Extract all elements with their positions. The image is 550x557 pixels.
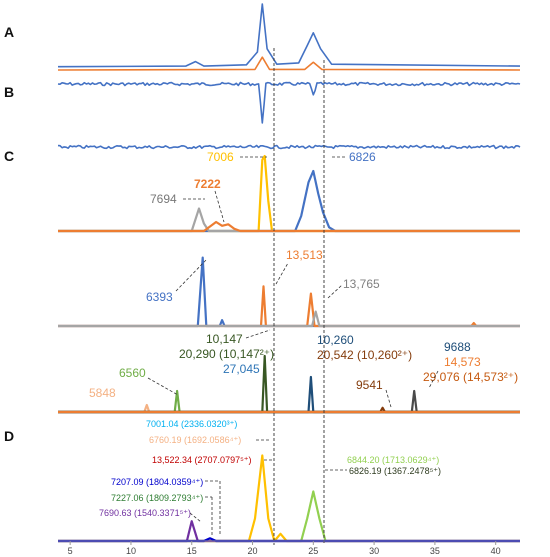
label-13522: 13,522.34 (2707.0797⁵⁺) [152, 455, 252, 465]
label-7001: 7001.04 (2336.0320³⁺) [146, 419, 237, 429]
guide-lines [273, 48, 325, 545]
series-line-b-0 [57, 81, 521, 124]
x-tick-label: 5 [68, 546, 73, 556]
series-line-c1-2 [58, 207, 520, 233]
panel-c3-labels: 10,147 20,290 (10,147²⁺) 27,045 10,260 2… [89, 329, 518, 408]
series-line-c1-1 [58, 169, 520, 233]
label-7222: 7222 [194, 177, 221, 191]
label-6844: 6844.20 (1713.0629⁴⁺) [347, 455, 439, 465]
series-line-a-0 [57, 3, 521, 68]
leader-6393 [175, 258, 208, 292]
x-tick-label: 15 [187, 546, 197, 556]
label-9541: 9541 [356, 378, 383, 392]
label-6826-d: 6826.19 (1367.2478⁵⁺) [349, 466, 441, 476]
panel-c1-labels: 7006 6826 7694 7222 [150, 150, 376, 223]
label-6826: 6826 [349, 150, 376, 164]
label-13513: 13,513 [286, 248, 323, 262]
series-line-c2-2 [58, 310, 520, 328]
label-7694: 7694 [150, 192, 177, 206]
panel-letter-b: B [4, 84, 14, 100]
series-line-c1-3 [58, 220, 520, 233]
leader-9541 [385, 389, 392, 408]
series-line-c3-5 [58, 389, 520, 414]
leader-13765 [327, 284, 343, 299]
label-20290: 20,290 (10,147²⁺) [179, 347, 274, 361]
series-line-c1-0 [58, 154, 520, 233]
x-tick-label: 10 [126, 546, 136, 556]
x-tick-label: 20 [248, 546, 258, 556]
panel-letter-c: C [4, 148, 14, 164]
label-7207: 7207.09 (1804.0359⁴⁺) [111, 477, 203, 487]
label-7227: 7227.06 (1809.2793⁴⁺) [111, 493, 203, 503]
panel-letter-d: D [4, 428, 14, 444]
label-6560: 6560 [119, 366, 146, 380]
leader-6560 [147, 377, 179, 396]
label-20542: 20,542 (10,260²⁺) [317, 348, 412, 362]
x-axis: 5 10 15 20 25 30 35 40 [58, 540, 520, 556]
leader-9688 [428, 370, 439, 389]
series-line-a-1 [57, 56, 521, 71]
label-14573: 14,573 [444, 355, 481, 369]
series-line-d-0 [58, 454, 520, 543]
label-7690: 7690.63 (1540.3371⁵⁺) [99, 508, 191, 518]
label-5848: 5848 [89, 386, 116, 400]
label-29076: 29,076 (14,573²⁺) [423, 370, 518, 384]
label-7006: 7006 [207, 150, 234, 164]
series-line-b-1 [57, 144, 521, 150]
series-line-c2-0 [58, 256, 520, 328]
x-tick-label: 30 [369, 546, 379, 556]
x-tick-label: 25 [308, 546, 318, 556]
leader-13513 [275, 262, 289, 285]
leader-7222 [214, 190, 225, 223]
label-9688: 9688 [444, 340, 471, 354]
label-13765: 13,765 [343, 277, 380, 291]
series-line-c3-1 [58, 389, 520, 414]
label-27045: 27,045 [223, 362, 260, 376]
leader-10147 [245, 329, 271, 339]
panel-d-labels: 7001.04 (2336.0320³⁺) 6760.19 (1692.0586… [99, 419, 441, 536]
series-line-c2-1 [58, 285, 520, 328]
label-6760: 6760.19 (1692.0586⁴⁺) [149, 435, 241, 445]
label-10260: 10,260 [317, 333, 354, 347]
label-6393: 6393 [146, 290, 173, 304]
panel-c2-labels: 6393 13,513 13,765 [146, 248, 380, 304]
leader-7690 [189, 512, 202, 523]
label-10147: 10,147 [206, 332, 243, 346]
series-line-d-2 [58, 520, 520, 543]
panel-letter-a: A [4, 24, 14, 40]
series-layer [57, 3, 521, 543]
x-tick-label: 40 [491, 546, 501, 556]
x-tick-label: 35 [430, 546, 440, 556]
